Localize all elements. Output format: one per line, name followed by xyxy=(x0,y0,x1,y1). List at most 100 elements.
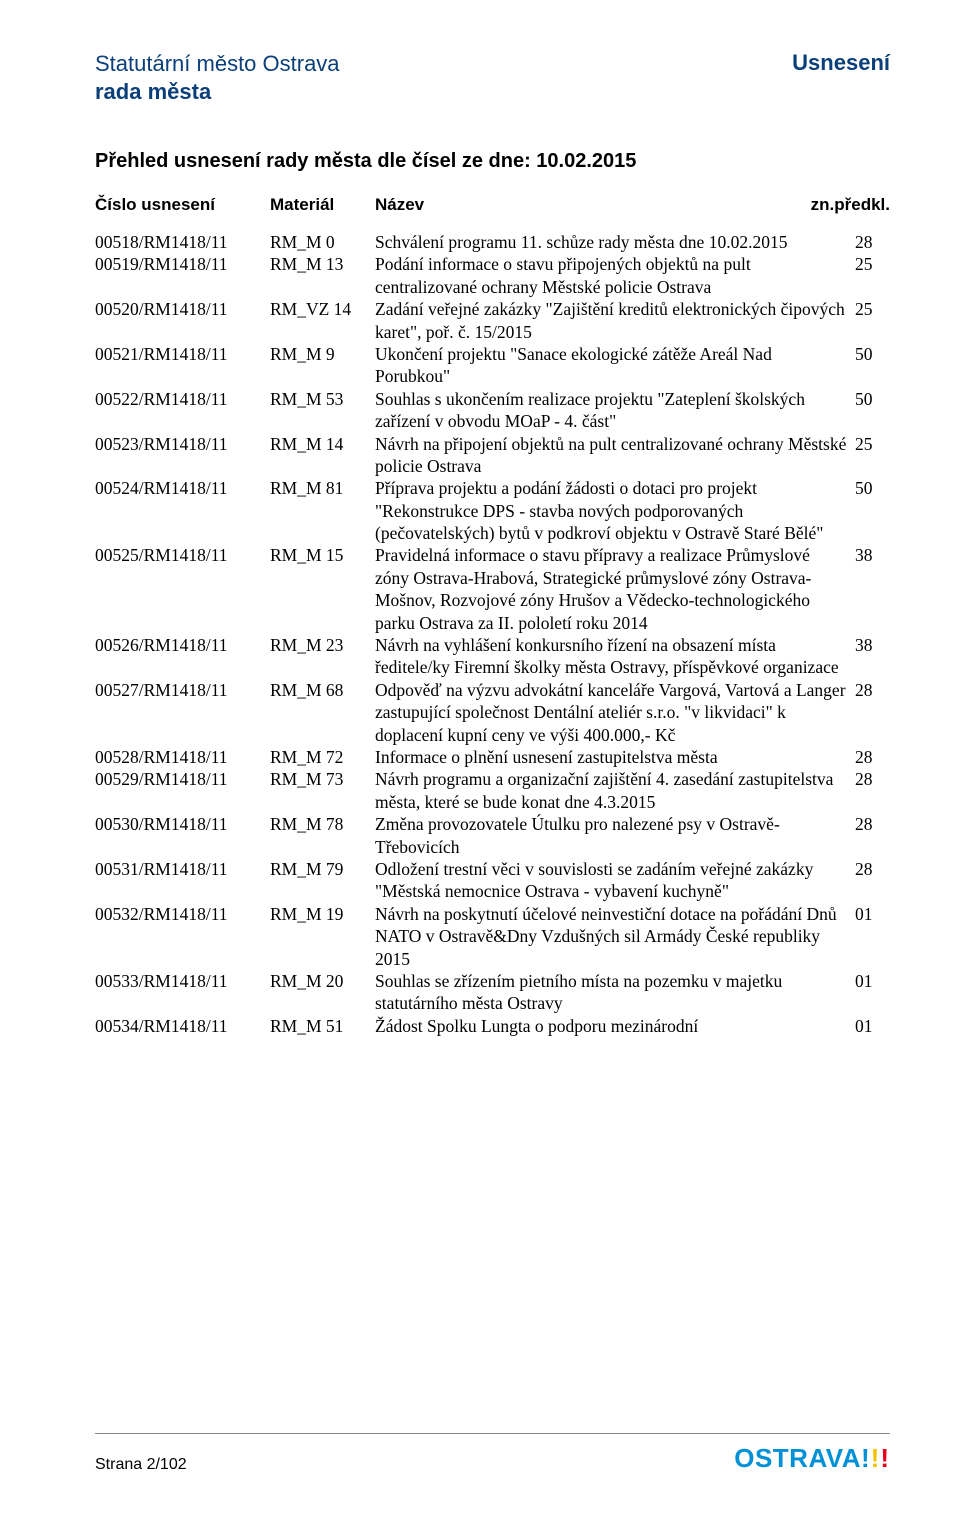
table-row: 00533/RM1418/11RM_M 20Souhlas se zřízení… xyxy=(95,970,890,1015)
cell-material: RM_M 14 xyxy=(270,433,375,455)
cell-usneseni: 00531/RM1418/11 xyxy=(95,858,270,880)
cell-zn: 01 xyxy=(855,903,890,925)
cell-zn: 28 xyxy=(855,679,890,701)
table-body: 00518/RM1418/11RM_M 0Schválení programu … xyxy=(95,231,890,1037)
cell-material: RM_M 51 xyxy=(270,1015,375,1037)
cell-zn: 28 xyxy=(855,768,890,790)
cell-zn: 38 xyxy=(855,634,890,656)
logo-exclaim-3: ! xyxy=(880,1443,890,1474)
cell-nazev: Souhlas s ukončením realizace projektu "… xyxy=(375,388,855,433)
col-header-zn: zn.předkl. xyxy=(805,195,890,215)
cell-zn: 25 xyxy=(855,433,890,455)
cell-usneseni: 00520/RM1418/11 xyxy=(95,298,270,320)
cell-usneseni: 00534/RM1418/11 xyxy=(95,1015,270,1037)
cell-zn: 25 xyxy=(855,298,890,320)
cell-material: RM_M 9 xyxy=(270,343,375,365)
cell-usneseni: 00524/RM1418/11 xyxy=(95,477,270,499)
table-row: 00522/RM1418/11RM_M 53Souhlas s ukončení… xyxy=(95,388,890,433)
cell-material: RM_M 72 xyxy=(270,746,375,768)
cell-usneseni: 00523/RM1418/11 xyxy=(95,433,270,455)
cell-usneseni: 00528/RM1418/11 xyxy=(95,746,270,768)
cell-nazev: Informace o plnění usnesení zastupitelst… xyxy=(375,746,855,768)
cell-nazev: Schválení programu 11. schůze rady města… xyxy=(375,231,855,253)
table-row: 00530/RM1418/11RM_M 78Změna provozovatel… xyxy=(95,813,890,858)
table-row: 00524/RM1418/11RM_M 81Příprava projektu … xyxy=(95,477,890,544)
table-row: 00528/RM1418/11RM_M 72Informace o plnění… xyxy=(95,746,890,768)
table-row: 00525/RM1418/11RM_M 15Pravidelná informa… xyxy=(95,544,890,634)
logo-exclaim-1: ! xyxy=(861,1443,871,1474)
cell-usneseni: 00527/RM1418/11 xyxy=(95,679,270,701)
cell-zn: 50 xyxy=(855,477,890,499)
cell-material: RM_M 73 xyxy=(270,768,375,790)
cell-nazev: Pravidelná informace o stavu přípravy a … xyxy=(375,544,855,634)
cell-material: RM_M 20 xyxy=(270,970,375,992)
table-row: 00518/RM1418/11RM_M 0Schválení programu … xyxy=(95,231,890,253)
col-header-usneseni: Číslo usnesení xyxy=(95,195,270,215)
cell-zn: 28 xyxy=(855,746,890,768)
col-header-material: Materiál xyxy=(270,195,375,215)
cell-zn: 25 xyxy=(855,253,890,275)
footer: Strana 2/102 OSTRAVA!!! xyxy=(95,1443,890,1474)
cell-nazev: Podání informace o stavu připojených obj… xyxy=(375,253,855,298)
header-right: Usnesení xyxy=(792,50,890,76)
cell-material: RM_VZ 14 xyxy=(270,298,375,320)
cell-material: RM_M 53 xyxy=(270,388,375,410)
cell-material: RM_M 15 xyxy=(270,544,375,566)
cell-nazev: Souhlas se zřízením pietního místa na po… xyxy=(375,970,855,1015)
col-header-nazev: Název xyxy=(375,195,805,215)
cell-zn: 50 xyxy=(855,388,890,410)
cell-zn: 38 xyxy=(855,544,890,566)
table-row: 00520/RM1418/11RM_VZ 14Zadání veřejné za… xyxy=(95,298,890,343)
footer-logo: OSTRAVA!!! xyxy=(734,1443,890,1474)
cell-usneseni: 00533/RM1418/11 xyxy=(95,970,270,992)
cell-material: RM_M 78 xyxy=(270,813,375,835)
table-row: 00526/RM1418/11RM_M 23Návrh na vyhlášení… xyxy=(95,634,890,679)
cell-material: RM_M 81 xyxy=(270,477,375,499)
cell-material: RM_M 0 xyxy=(270,231,375,253)
cell-material: RM_M 79 xyxy=(270,858,375,880)
cell-usneseni: 00521/RM1418/11 xyxy=(95,343,270,365)
cell-material: RM_M 68 xyxy=(270,679,375,701)
cell-usneseni: 00530/RM1418/11 xyxy=(95,813,270,835)
table-column-headers: Číslo usnesení Materiál Název zn.předkl. xyxy=(95,195,890,215)
cell-zn: 28 xyxy=(855,858,890,880)
cell-zn: 01 xyxy=(855,970,890,992)
document-title: Přehled usnesení rady města dle čísel ze… xyxy=(95,150,890,173)
cell-nazev: Ukončení projektu "Sanace ekologické zát… xyxy=(375,343,855,388)
cell-zn: 28 xyxy=(855,813,890,835)
cell-usneseni: 00518/RM1418/11 xyxy=(95,231,270,253)
document-header: Statutární město Ostrava rada města Usne… xyxy=(95,50,890,105)
cell-nazev: Příprava projektu a podání žádosti o dot… xyxy=(375,477,855,544)
cell-nazev: Návrh na poskytnutí účelové neinvestiční… xyxy=(375,903,855,970)
table-row: 00532/RM1418/11RM_M 19Návrh na poskytnut… xyxy=(95,903,890,970)
cell-usneseni: 00525/RM1418/11 xyxy=(95,544,270,566)
table-row: 00527/RM1418/11RM_M 68Odpověď na výzvu a… xyxy=(95,679,890,746)
cell-zn: 28 xyxy=(855,231,890,253)
logo-text: OSTRAVA xyxy=(734,1443,861,1474)
cell-usneseni: 00529/RM1418/11 xyxy=(95,768,270,790)
cell-usneseni: 00519/RM1418/11 xyxy=(95,253,270,275)
cell-material: RM_M 19 xyxy=(270,903,375,925)
page: Statutární město Ostrava rada města Usne… xyxy=(0,0,960,1519)
cell-nazev: Odložení trestní věci v souvislosti se z… xyxy=(375,858,855,903)
table-row: 00523/RM1418/11RM_M 14Návrh na připojení… xyxy=(95,433,890,478)
header-org: Statutární město Ostrava xyxy=(95,51,340,76)
cell-zn: 50 xyxy=(855,343,890,365)
cell-material: RM_M 13 xyxy=(270,253,375,275)
table-row: 00519/RM1418/11RM_M 13Podání informace o… xyxy=(95,253,890,298)
table-row: 00521/RM1418/11RM_M 9Ukončení projektu "… xyxy=(95,343,890,388)
cell-zn: 01 xyxy=(855,1015,890,1037)
cell-nazev: Změna provozovatele Útulku pro nalezené … xyxy=(375,813,855,858)
cell-nazev: Zadání veřejné zakázky "Zajištění kredit… xyxy=(375,298,855,343)
cell-nazev: Návrh na vyhlášení konkursního řízení na… xyxy=(375,634,855,679)
page-number: Strana 2/102 xyxy=(95,1456,187,1474)
logo-exclaim-2: ! xyxy=(871,1443,881,1474)
cell-usneseni: 00526/RM1418/11 xyxy=(95,634,270,656)
footer-divider xyxy=(95,1433,890,1434)
cell-nazev: Návrh programu a organizační zajištění 4… xyxy=(375,768,855,813)
cell-material: RM_M 23 xyxy=(270,634,375,656)
table-row: 00531/RM1418/11RM_M 79Odložení trestní v… xyxy=(95,858,890,903)
header-suborg: rada města xyxy=(95,79,211,104)
cell-nazev: Návrh na připojení objektů na pult centr… xyxy=(375,433,855,478)
table-row: 00534/RM1418/11RM_M 51Žádost Spolku Lung… xyxy=(95,1015,890,1037)
